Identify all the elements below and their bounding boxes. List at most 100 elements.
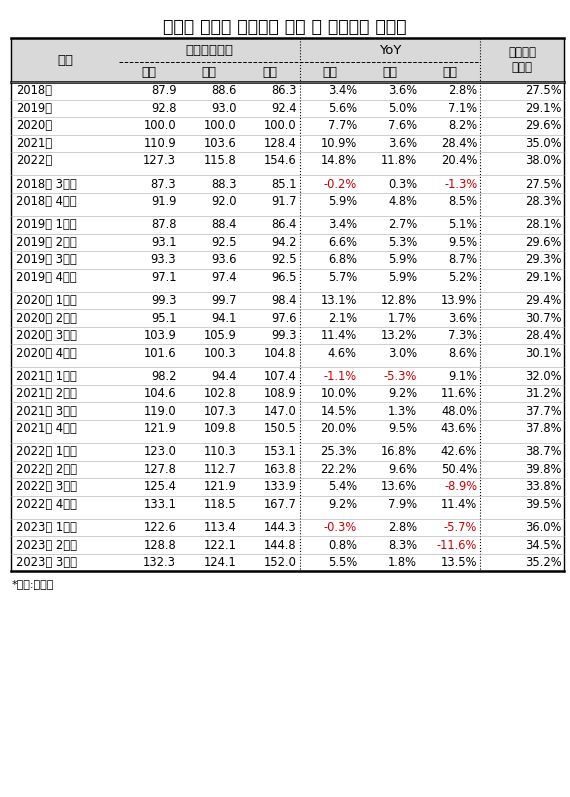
Text: 9.5%: 9.5% <box>388 422 417 435</box>
Text: 93.6: 93.6 <box>211 253 237 266</box>
Text: 25.3%: 25.3% <box>320 446 357 458</box>
Text: 97.6: 97.6 <box>271 312 296 324</box>
Text: 29.6%: 29.6% <box>525 236 561 249</box>
Text: 92.5: 92.5 <box>271 253 296 266</box>
Text: 5.5%: 5.5% <box>328 556 357 569</box>
Text: 144.3: 144.3 <box>264 521 296 534</box>
Text: 103.9: 103.9 <box>144 329 176 342</box>
Text: 38.0%: 38.0% <box>525 155 561 167</box>
Text: 163.8: 163.8 <box>264 463 296 476</box>
Text: 2021년 1분기: 2021년 1분기 <box>16 370 77 383</box>
Text: 13.2%: 13.2% <box>381 329 417 342</box>
Text: 2022년: 2022년 <box>16 155 52 167</box>
Text: 2.7%: 2.7% <box>388 218 417 231</box>
Text: 88.3: 88.3 <box>211 178 237 190</box>
Text: 7.1%: 7.1% <box>448 102 477 115</box>
Text: 2023년 2분기: 2023년 2분기 <box>16 539 77 552</box>
Text: 5.3%: 5.3% <box>388 236 417 249</box>
Text: 86.3: 86.3 <box>271 84 296 97</box>
Text: 2019년 3분기: 2019년 3분기 <box>16 253 77 266</box>
Text: 9.2%: 9.2% <box>388 387 417 400</box>
Text: 124.1: 124.1 <box>203 556 237 569</box>
Text: -5.7%: -5.7% <box>444 521 477 534</box>
Text: 125.4: 125.4 <box>144 481 176 493</box>
Text: 95.1: 95.1 <box>150 312 176 324</box>
Text: -8.9%: -8.9% <box>444 481 477 493</box>
Text: 33.8%: 33.8% <box>525 481 561 493</box>
Text: 94.4: 94.4 <box>211 370 237 383</box>
Text: 2018년 3분기: 2018년 3분기 <box>16 178 77 190</box>
Text: 2019년 2분기: 2019년 2분기 <box>16 236 77 249</box>
Text: 93.0: 93.0 <box>211 102 237 115</box>
Text: 3.0%: 3.0% <box>388 347 417 359</box>
Text: 2020년 3분기: 2020년 3분기 <box>16 329 77 342</box>
Text: 99.3: 99.3 <box>150 294 176 307</box>
Text: 92.4: 92.4 <box>271 102 296 115</box>
Text: 27.5%: 27.5% <box>525 178 561 190</box>
Text: 5.7%: 5.7% <box>328 271 357 284</box>
Text: 99.3: 99.3 <box>271 329 296 342</box>
Text: 3.6%: 3.6% <box>388 84 417 97</box>
Text: 39.8%: 39.8% <box>525 463 561 476</box>
Text: 5.0%: 5.0% <box>388 102 417 115</box>
Text: 국산: 국산 <box>382 65 397 79</box>
Text: 118.5: 118.5 <box>203 498 237 511</box>
Text: 5.2%: 5.2% <box>448 271 477 284</box>
Text: 4.8%: 4.8% <box>388 195 417 208</box>
Text: 11.8%: 11.8% <box>381 155 417 167</box>
Text: 22.2%: 22.2% <box>320 463 357 476</box>
Text: 20.4%: 20.4% <box>441 155 477 167</box>
Text: 86.4: 86.4 <box>271 218 296 231</box>
Text: -1.1%: -1.1% <box>324 370 357 383</box>
Text: -0.2%: -0.2% <box>324 178 357 190</box>
Text: 의약품 제조업 국내공급 지수 및 수입제품 점유비: 의약품 제조업 국내공급 지수 및 수입제품 점유비 <box>163 18 407 36</box>
Text: 97.1: 97.1 <box>150 271 176 284</box>
Text: 전체: 전체 <box>141 65 157 79</box>
Text: 92.0: 92.0 <box>211 195 237 208</box>
Text: 35.2%: 35.2% <box>525 556 561 569</box>
Text: 7.9%: 7.9% <box>388 498 417 511</box>
Text: 국내공급지수: 국내공급지수 <box>185 44 233 57</box>
Text: 구분: 구분 <box>57 53 73 67</box>
Text: *자료:통계청: *자료:통계청 <box>11 579 54 590</box>
Text: 30.7%: 30.7% <box>525 312 561 324</box>
Text: 2021년: 2021년 <box>16 137 52 150</box>
Text: 96.5: 96.5 <box>271 271 296 284</box>
Text: 2019년: 2019년 <box>16 102 52 115</box>
Text: -5.3%: -5.3% <box>384 370 417 383</box>
Text: 10.9%: 10.9% <box>321 137 357 150</box>
Text: 2018년: 2018년 <box>16 84 52 97</box>
Text: 29.4%: 29.4% <box>525 294 561 307</box>
Text: 2019년 1분기: 2019년 1분기 <box>16 218 76 231</box>
Text: 127.3: 127.3 <box>143 155 176 167</box>
Text: 87.3: 87.3 <box>150 178 176 190</box>
Text: 100.0: 100.0 <box>204 120 237 132</box>
Text: 5.9%: 5.9% <box>388 253 417 266</box>
Text: 9.5%: 9.5% <box>448 236 477 249</box>
Text: 2020년: 2020년 <box>16 120 52 132</box>
Text: 35.0%: 35.0% <box>525 137 561 150</box>
Text: YoY: YoY <box>378 44 401 57</box>
Text: 13.9%: 13.9% <box>441 294 477 307</box>
Text: 6.8%: 6.8% <box>328 253 357 266</box>
Text: 133.1: 133.1 <box>144 498 176 511</box>
Text: 1.3%: 1.3% <box>388 405 417 418</box>
Text: 93.3: 93.3 <box>150 253 176 266</box>
Text: 101.6: 101.6 <box>144 347 176 359</box>
Text: 112.7: 112.7 <box>203 463 237 476</box>
Text: 91.9: 91.9 <box>151 195 176 208</box>
Text: 7.3%: 7.3% <box>448 329 477 342</box>
Text: -1.3%: -1.3% <box>444 178 477 190</box>
Text: 20.0%: 20.0% <box>320 422 357 435</box>
Text: 88.6: 88.6 <box>211 84 237 97</box>
Text: 수입제품
점유비: 수입제품 점유비 <box>508 46 536 74</box>
Text: 88.4: 88.4 <box>211 218 237 231</box>
Text: 1.8%: 1.8% <box>388 556 417 569</box>
Text: 2022년 3분기: 2022년 3분기 <box>16 481 77 493</box>
Text: 107.4: 107.4 <box>264 370 296 383</box>
Text: 9.2%: 9.2% <box>328 498 357 511</box>
Text: 36.0%: 36.0% <box>525 521 561 534</box>
Text: 5.4%: 5.4% <box>328 481 357 493</box>
Text: 2020년 4분기: 2020년 4분기 <box>16 347 77 359</box>
Text: 2022년 4분기: 2022년 4분기 <box>16 498 77 511</box>
